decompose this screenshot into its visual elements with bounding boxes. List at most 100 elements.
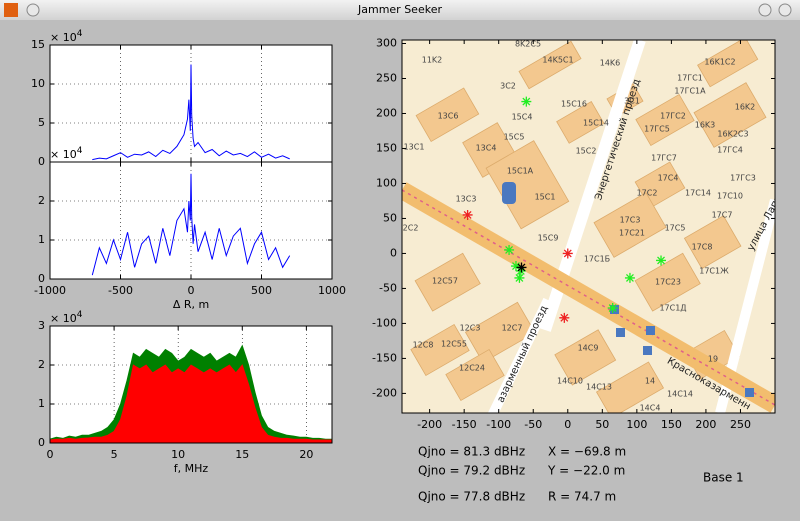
map-label: 17C8 <box>692 243 713 252</box>
map-label: 13C1 <box>404 143 425 152</box>
axes-frame <box>49 161 333 280</box>
data-area <box>49 364 333 444</box>
map-label: 17C1Д <box>659 304 686 313</box>
x-tick-label: 100 <box>626 418 647 431</box>
x-tick-label: 0 <box>564 418 571 431</box>
map-label: 14C4 <box>640 404 661 413</box>
marker <box>521 96 532 107</box>
x-tick-label: 150 <box>661 418 682 431</box>
y-exponent: × 104 <box>50 310 83 326</box>
x-tick-label: 15 <box>235 448 249 461</box>
map-label: 12C24 <box>459 364 485 373</box>
x-tick-label: -1000 <box>34 284 66 297</box>
map-label: 17ГС7 <box>651 154 677 163</box>
map-icon <box>745 388 754 397</box>
y-tick-label: 0 <box>38 272 45 285</box>
minimize-button[interactable] <box>758 3 772 17</box>
map-label: 15C1A <box>507 167 534 176</box>
marker <box>624 272 635 283</box>
y-tick-label: 200 <box>376 106 397 119</box>
y-tick-label: -100 <box>372 316 397 329</box>
map-label: 17C5 <box>665 224 686 233</box>
y-tick-label: 50 <box>383 211 397 224</box>
map-label: 11K2 <box>422 56 443 65</box>
x-tick-label: 0 <box>47 448 54 461</box>
x-tick-label: -100 <box>486 418 511 431</box>
y-tick-label: 0 <box>38 155 45 168</box>
menu-button[interactable] <box>26 3 40 17</box>
exponent-power: 4 <box>77 29 83 39</box>
y-tick-label: 5 <box>38 116 45 129</box>
x-tick-label: 1000 <box>318 284 346 297</box>
map-label: 17C3 <box>620 216 641 225</box>
marker <box>462 209 473 220</box>
map-label: 13C3 <box>456 195 477 204</box>
map-label: 14K5C1 <box>542 56 573 65</box>
map-label: 15C2 <box>576 147 597 156</box>
close-button[interactable] <box>778 3 792 17</box>
marker <box>562 248 573 259</box>
map-label: 17C23 <box>655 278 681 287</box>
map-label: 14C14 <box>667 390 693 399</box>
map-label: 16K1C2 <box>704 58 735 67</box>
y-tick-label: 2 <box>38 358 45 371</box>
map-label: 15C4 <box>512 113 533 122</box>
map-label: 12C8 <box>413 341 434 350</box>
map-label: 17ГС1 <box>677 74 703 83</box>
marker <box>516 262 527 273</box>
qjno-readout: Qjno = 81.3 dBHz <box>418 445 525 459</box>
map-label: 14C10 <box>557 377 583 386</box>
y-tick-label: 300 <box>376 36 397 49</box>
map-label: 17C1Б <box>584 255 610 264</box>
y-tick-label: 2 <box>38 194 45 207</box>
y-exponent: × 104 <box>50 146 83 162</box>
position-readout: Y = −22.0 m <box>547 464 625 478</box>
app-icon <box>4 3 18 17</box>
x-tick-label: -50 <box>524 418 542 431</box>
x-tick-label: -500 <box>108 284 133 297</box>
map-label: 14 <box>645 377 655 386</box>
x-axis-label: f, MHz <box>174 462 209 475</box>
x-tick-label: 10 <box>171 448 185 461</box>
exponent-base: × 10 <box>50 31 77 44</box>
map-label: 17C21 <box>619 229 645 238</box>
x-tick-label: 250 <box>730 418 751 431</box>
exponent-base: × 10 <box>50 312 77 325</box>
map-label: 3C2 <box>500 82 516 91</box>
marker <box>510 261 521 272</box>
marker <box>514 272 525 283</box>
map-label: 14C13 <box>586 383 612 392</box>
map-label: 15C14 <box>583 119 609 128</box>
qjno-readout: Qjno = 77.8 dBHz <box>418 490 525 504</box>
map-label: 16K2C3 <box>717 130 748 139</box>
map-label: 12C57 <box>432 277 458 286</box>
x-tick-label: -150 <box>452 418 477 431</box>
data-line <box>91 173 291 276</box>
marker <box>559 312 570 323</box>
map-label: 17ГС1А <box>674 87 706 96</box>
map-label: 17C1Ж <box>699 267 729 276</box>
map-label: 17ГС2 <box>660 112 686 121</box>
y-tick-label: 150 <box>376 141 397 154</box>
map-label: 17C10 <box>717 192 743 201</box>
map-label: 12C7 <box>502 324 523 333</box>
y-tick-label: 1 <box>38 397 45 410</box>
y-tick-label: 250 <box>376 71 397 84</box>
marker <box>504 244 515 255</box>
map-label: 15C5 <box>504 133 525 142</box>
map-label: 15C9 <box>538 234 559 243</box>
map-label: 17C2 <box>637 189 658 198</box>
y-tick-label: 1 <box>38 233 45 246</box>
map-icon <box>502 182 516 204</box>
map-icon <box>646 326 655 335</box>
axes-frame <box>49 325 333 444</box>
map-icon <box>643 346 652 355</box>
map-label: 17C7 <box>712 211 733 220</box>
map-label: 17C4 <box>658 174 679 183</box>
map-label: 16K2 <box>735 103 756 112</box>
marker <box>607 303 618 314</box>
marker <box>515 265 526 276</box>
map-label: 15C1 <box>535 193 556 202</box>
y-tick-label: 3 <box>38 319 45 332</box>
